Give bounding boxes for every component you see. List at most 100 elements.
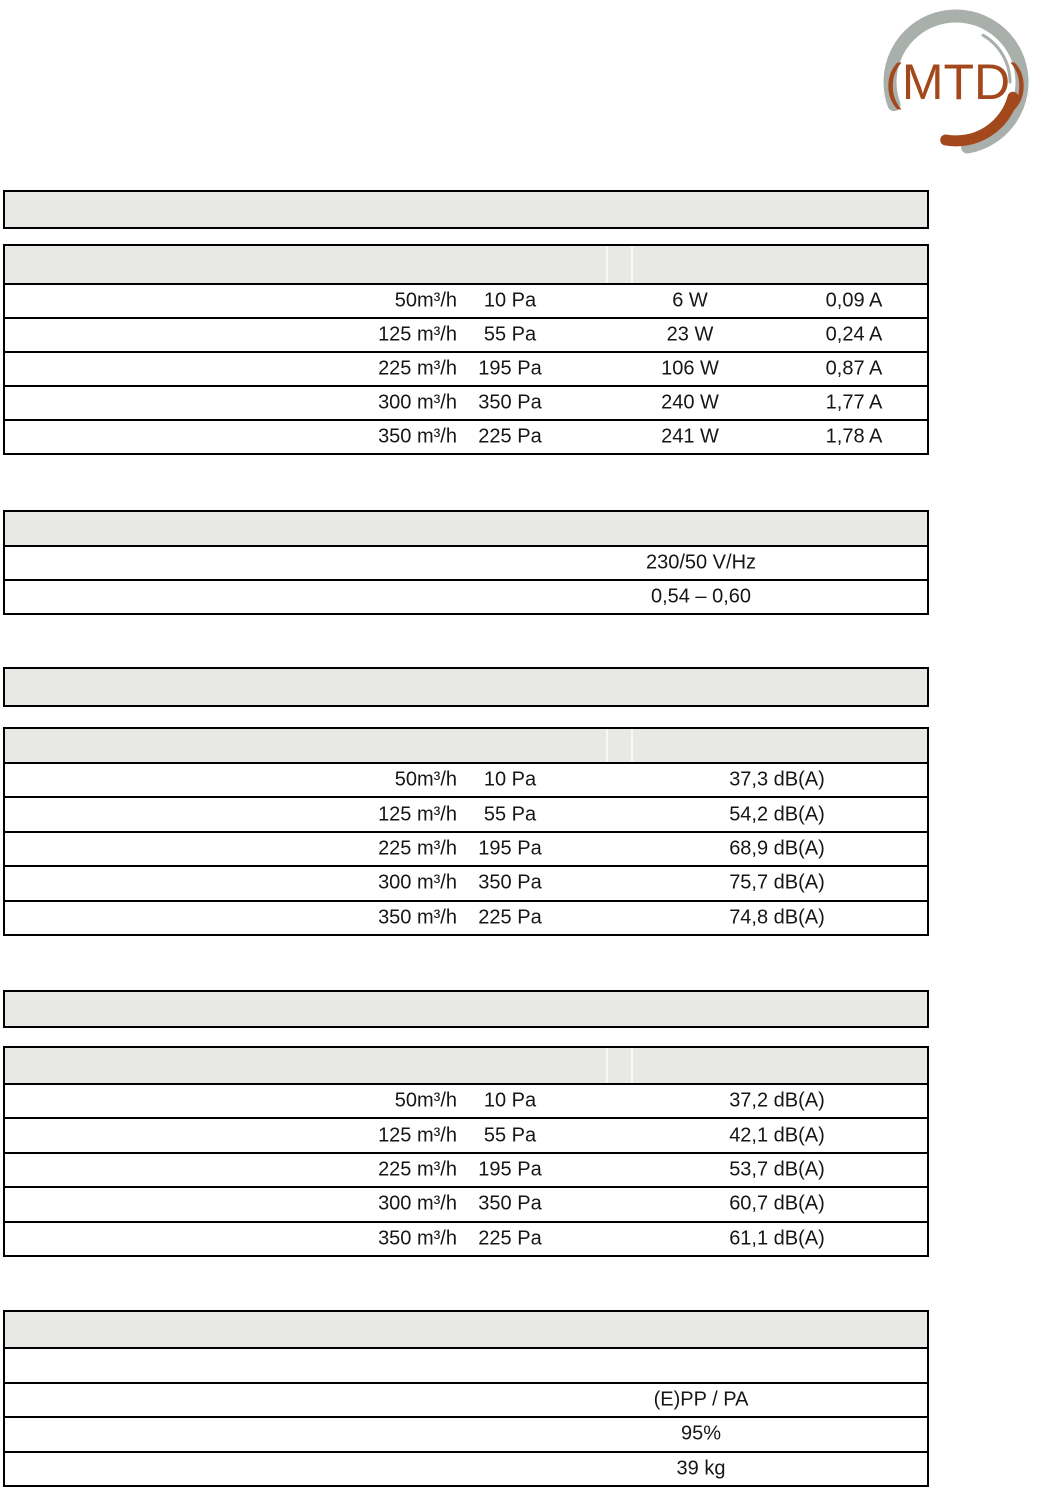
percentage-cell: 95% [680,1422,722,1445]
pressure-cell: 10 Pa [483,289,537,312]
header-divider [606,246,608,283]
table-row: 350 m³/h 225 Pa 241 W 1,78 A [5,419,927,453]
weight-cell: 39 kg [676,1457,726,1480]
table-row: 300 m³/h 350 Pa 75,7 dB(A) [5,865,927,899]
table-row: 300 m³/h 350 Pa 60,7 dB(A) [5,1186,927,1220]
logo-swoosh [940,91,1019,147]
logo-text: (MTD) [885,54,1027,110]
header-divider [631,729,633,762]
pressure-cell: 195 Pa [478,1158,542,1181]
power-cell: 240 W [661,391,719,414]
pressure-cell: 350 Pa [478,871,542,894]
table-row: 350 m³/h 225 Pa 61,1 dB(A) [5,1220,927,1255]
mtd-logo: (MTD) [883,9,1029,154]
flow-cell: 125 m³/h [378,803,457,826]
material-cell: (E)PP / PA [653,1388,749,1411]
table-row: 230/50 V/Hz [5,545,927,579]
table-row: 50m³/h 10 Pa 37,2 dB(A) [5,1083,927,1117]
noise-level-cell: 75,7 dB(A) [729,871,825,894]
flow-cell: 50m³/h [394,1089,457,1112]
flow-cell: 225 m³/h [378,357,457,380]
noise-level-cell: 42,1 dB(A) [729,1124,825,1147]
noise-level-cell: 54,2 dB(A) [729,803,825,826]
current-cell: 1,77 A [825,391,883,414]
materials-table-header [5,1312,927,1347]
pressure-cell: 55 Pa [483,803,537,826]
power-cell: 6 W [672,289,708,312]
current-cell: 0,24 A [825,323,883,346]
flow-cell: 350 m³/h [378,425,457,448]
noise-level-cell: 61,1 dB(A) [729,1227,825,1250]
noise-table-2-header [5,1048,927,1083]
noise-table-2: 50m³/h 10 Pa 37,2 dB(A) 125 m³/h 55 Pa 4… [3,1046,929,1257]
header-divider [631,246,633,283]
section-title-bar-2 [3,667,929,707]
pressure-cell: 350 Pa [478,391,542,414]
logo-ring [883,9,1029,154]
performance-table-header [5,246,927,283]
table-row: 300 m³/h 350 Pa 240 W 1,77 A [5,385,927,419]
table-row: 125 m³/h 55 Pa 23 W 0,24 A [5,317,927,351]
table-row: 39 kg [5,1450,927,1486]
flow-cell: 50m³/h [394,768,457,791]
performance-table: 50m³/h 10 Pa 6 W 0,09 A 125 m³/h 55 Pa 2… [3,244,929,455]
flow-cell: 50m³/h [394,289,457,312]
noise-table-1-header [5,729,927,762]
table-row: 225 m³/h 195 Pa 106 W 0,87 A [5,351,927,385]
flow-cell: 350 m³/h [378,1227,457,1250]
pressure-cell: 55 Pa [483,323,537,346]
table-row: 50m³/h 10 Pa 6 W 0,09 A [5,283,927,317]
header-divider [631,1048,633,1083]
pressure-cell: 350 Pa [478,1192,542,1215]
table-row: 95% [5,1416,927,1451]
flow-cell: 225 m³/h [378,837,457,860]
power-cell: 106 W [661,357,719,380]
flow-cell: 125 m³/h [378,323,457,346]
noise-level-cell: 68,9 dB(A) [729,837,825,860]
table-row: 350 m³/h 225 Pa 74,8 dB(A) [5,899,927,934]
pressure-cell: 195 Pa [478,837,542,860]
header-divider [606,1048,608,1083]
table-row: 125 m³/h 55 Pa 42,1 dB(A) [5,1117,927,1151]
electrical-table: 230/50 V/Hz 0,54 – 0,60 [3,510,929,615]
noise-level-cell: 74,8 dB(A) [729,906,825,929]
flow-cell: 350 m³/h [378,906,457,929]
noise-table-1: 50m³/h 10 Pa 37,3 dB(A) 125 m³/h 55 Pa 5… [3,727,929,936]
table-row: 50m³/h 10 Pa 37,3 dB(A) [5,762,927,796]
logo-ring-inner-curl [981,33,1012,84]
pressure-cell: 225 Pa [478,906,542,929]
range-cell: 0,54 – 0,60 [650,585,752,608]
power-cell: 241 W [661,425,719,448]
table-row: 125 m³/h 55 Pa 54,2 dB(A) [5,796,927,830]
pressure-cell: 10 Pa [483,1089,537,1112]
table-row [5,1347,927,1382]
header-divider [606,729,608,762]
table-row: 225 m³/h 195 Pa 53,7 dB(A) [5,1151,927,1186]
flow-cell: 300 m³/h [378,391,457,414]
current-cell: 0,87 A [825,357,883,380]
noise-level-cell: 60,7 dB(A) [729,1192,825,1215]
power-cell: 23 W [666,323,714,346]
flow-cell: 300 m³/h [378,1192,457,1215]
electrical-table-header [5,512,927,545]
voltage-frequency-cell: 230/50 V/Hz [645,551,757,574]
flow-cell: 225 m³/h [378,1158,457,1181]
pressure-cell: 55 Pa [483,1124,537,1147]
current-cell: 0,09 A [825,289,883,312]
flow-cell: 300 m³/h [378,871,457,894]
noise-level-cell: 37,3 dB(A) [729,768,825,791]
table-row: (E)PP / PA [5,1381,927,1417]
flow-cell: 125 m³/h [378,1124,457,1147]
pressure-cell: 10 Pa [483,768,537,791]
noise-level-cell: 53,7 dB(A) [729,1158,825,1181]
section-title-bar-3 [3,990,929,1028]
materials-table: (E)PP / PA 95% 39 kg [3,1310,929,1487]
table-row: 0,54 – 0,60 [5,579,927,613]
noise-level-cell: 37,2 dB(A) [729,1089,825,1112]
table-row: 225 m³/h 195 Pa 68,9 dB(A) [5,830,927,865]
section-title-bar-1 [3,190,929,229]
pressure-cell: 225 Pa [478,425,542,448]
pressure-cell: 225 Pa [478,1227,542,1250]
current-cell: 1,78 A [825,425,883,448]
